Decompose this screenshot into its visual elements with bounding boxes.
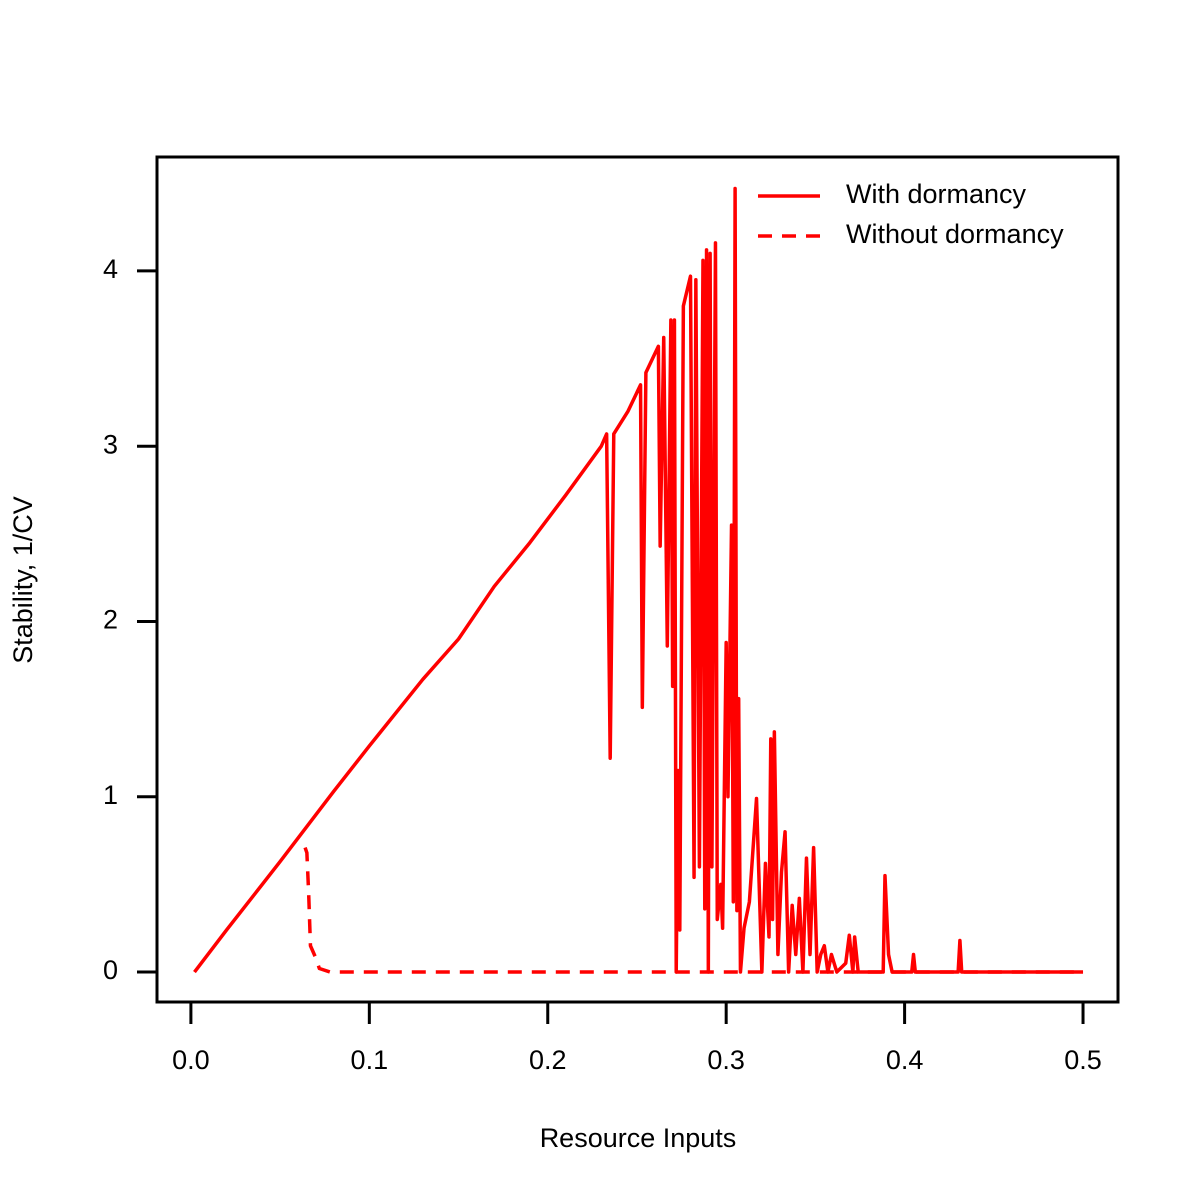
series-line xyxy=(303,847,1084,974)
series-line xyxy=(193,186,1084,974)
x-tick-label: 0.4 xyxy=(886,1045,924,1075)
y-tick-label: 4 xyxy=(103,254,118,284)
x-axis-label: Resource Inputs xyxy=(540,1123,737,1153)
legend-label: With dormancy xyxy=(846,179,1027,209)
y-tick-label: 1 xyxy=(103,780,118,810)
y-axis-label: Stability, 1/CV xyxy=(8,496,38,664)
x-tick-label: 0.1 xyxy=(351,1045,389,1075)
x-tick-label: 0.0 xyxy=(172,1045,210,1075)
y-tick-label: 2 xyxy=(103,605,118,635)
y-tick-label: 3 xyxy=(103,429,118,459)
x-tick-label: 0.2 xyxy=(529,1045,567,1075)
x-tick-label: 0.3 xyxy=(707,1045,745,1075)
plot-frame xyxy=(155,155,1120,1004)
y-tick-label: 0 xyxy=(103,955,118,985)
x-tick-label: 0.5 xyxy=(1064,1045,1102,1075)
legend-label: Without dormancy xyxy=(846,219,1064,249)
